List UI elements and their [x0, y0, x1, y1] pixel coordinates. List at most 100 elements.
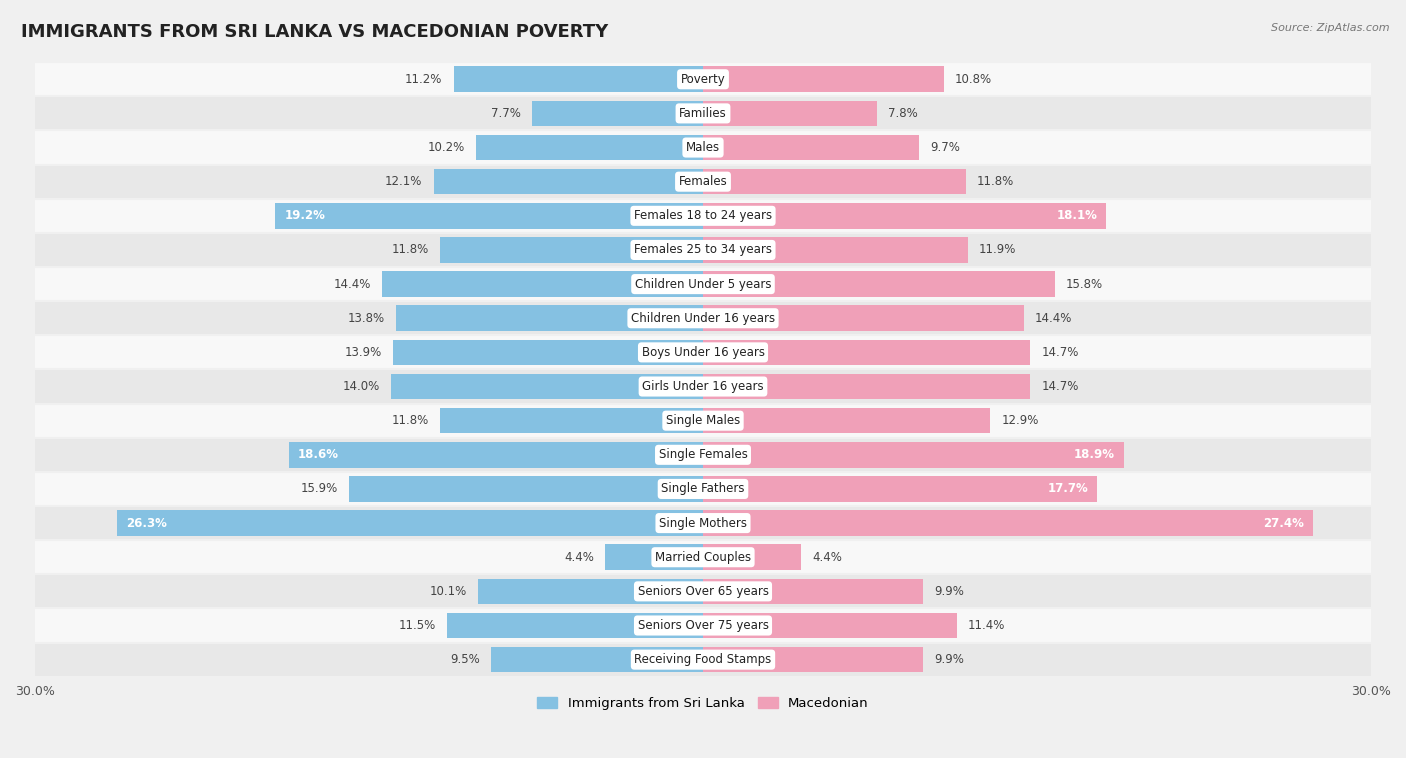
Bar — [531, 101, 703, 126]
Bar — [35, 472, 1371, 506]
Text: 4.4%: 4.4% — [813, 551, 842, 564]
Text: 12.1%: 12.1% — [385, 175, 422, 188]
Bar — [703, 203, 1107, 229]
Bar — [35, 164, 1371, 199]
Bar — [478, 578, 703, 604]
Text: 11.5%: 11.5% — [398, 619, 436, 632]
Bar — [703, 476, 1097, 502]
Bar — [35, 335, 1371, 369]
Text: 14.0%: 14.0% — [343, 380, 380, 393]
Text: Seniors Over 65 years: Seniors Over 65 years — [637, 585, 769, 598]
Bar — [349, 476, 703, 502]
Text: 11.8%: 11.8% — [392, 243, 429, 256]
Bar — [703, 340, 1031, 365]
Text: 9.5%: 9.5% — [450, 653, 481, 666]
Text: 9.9%: 9.9% — [935, 653, 965, 666]
Bar — [447, 612, 703, 638]
Bar — [35, 301, 1371, 335]
Text: 10.1%: 10.1% — [430, 585, 467, 598]
Text: 15.9%: 15.9% — [301, 482, 337, 496]
Text: 14.4%: 14.4% — [1035, 312, 1073, 324]
Bar — [475, 135, 703, 161]
Text: 18.9%: 18.9% — [1074, 448, 1115, 462]
Bar — [703, 647, 924, 672]
Text: Single Females: Single Females — [658, 448, 748, 462]
Bar — [703, 135, 920, 161]
Bar — [454, 67, 703, 92]
Text: IMMIGRANTS FROM SRI LANKA VS MACEDONIAN POVERTY: IMMIGRANTS FROM SRI LANKA VS MACEDONIAN … — [21, 23, 609, 41]
Text: 11.8%: 11.8% — [977, 175, 1014, 188]
Text: Single Mothers: Single Mothers — [659, 517, 747, 530]
Text: 11.8%: 11.8% — [392, 414, 429, 428]
Text: 7.8%: 7.8% — [887, 107, 918, 120]
Text: 10.8%: 10.8% — [955, 73, 991, 86]
Bar — [703, 67, 943, 92]
Bar — [391, 374, 703, 399]
Legend: Immigrants from Sri Lanka, Macedonian: Immigrants from Sri Lanka, Macedonian — [531, 691, 875, 715]
Text: Single Males: Single Males — [666, 414, 740, 428]
Bar — [35, 130, 1371, 164]
Text: Females 18 to 24 years: Females 18 to 24 years — [634, 209, 772, 222]
Text: Females 25 to 34 years: Females 25 to 34 years — [634, 243, 772, 256]
Bar — [703, 408, 990, 434]
Text: Poverty: Poverty — [681, 73, 725, 86]
Text: Receiving Food Stamps: Receiving Food Stamps — [634, 653, 772, 666]
Bar — [440, 237, 703, 263]
Bar — [35, 609, 1371, 643]
Bar — [35, 643, 1371, 677]
Text: 7.7%: 7.7% — [491, 107, 520, 120]
Bar — [703, 374, 1031, 399]
Text: 27.4%: 27.4% — [1264, 517, 1305, 530]
Text: 13.9%: 13.9% — [344, 346, 382, 359]
Bar — [440, 408, 703, 434]
Text: 9.7%: 9.7% — [931, 141, 960, 154]
Text: 14.7%: 14.7% — [1042, 380, 1078, 393]
Bar — [35, 199, 1371, 233]
Text: 19.2%: 19.2% — [284, 209, 325, 222]
Bar — [35, 62, 1371, 96]
Bar — [35, 540, 1371, 575]
Text: 18.1%: 18.1% — [1056, 209, 1097, 222]
Bar — [35, 369, 1371, 403]
Bar — [703, 271, 1054, 297]
Bar — [703, 612, 957, 638]
Text: Married Couples: Married Couples — [655, 551, 751, 564]
Text: 17.7%: 17.7% — [1047, 482, 1088, 496]
Bar — [703, 237, 967, 263]
Bar — [288, 442, 703, 468]
Text: Seniors Over 75 years: Seniors Over 75 years — [637, 619, 769, 632]
Text: 14.7%: 14.7% — [1042, 346, 1078, 359]
Text: 9.9%: 9.9% — [935, 585, 965, 598]
Text: 11.2%: 11.2% — [405, 73, 443, 86]
Bar — [433, 169, 703, 195]
Bar — [35, 403, 1371, 437]
Text: 13.8%: 13.8% — [347, 312, 385, 324]
Bar — [382, 271, 703, 297]
Bar — [703, 510, 1313, 536]
Bar — [35, 96, 1371, 130]
Bar — [703, 305, 1024, 331]
Text: Source: ZipAtlas.com: Source: ZipAtlas.com — [1271, 23, 1389, 33]
Text: Children Under 5 years: Children Under 5 years — [634, 277, 772, 290]
Text: 15.8%: 15.8% — [1066, 277, 1104, 290]
Bar — [117, 510, 703, 536]
Bar — [605, 544, 703, 570]
Text: Females: Females — [679, 175, 727, 188]
Text: Males: Males — [686, 141, 720, 154]
Bar — [35, 506, 1371, 540]
Text: Families: Families — [679, 107, 727, 120]
Text: 18.6%: 18.6% — [298, 448, 339, 462]
Bar — [276, 203, 703, 229]
Text: 11.9%: 11.9% — [979, 243, 1017, 256]
Bar — [703, 169, 966, 195]
Text: 4.4%: 4.4% — [564, 551, 593, 564]
Text: Girls Under 16 years: Girls Under 16 years — [643, 380, 763, 393]
Text: 11.4%: 11.4% — [967, 619, 1005, 632]
Text: Boys Under 16 years: Boys Under 16 years — [641, 346, 765, 359]
Bar — [703, 101, 877, 126]
Text: 10.2%: 10.2% — [427, 141, 465, 154]
Bar — [35, 233, 1371, 267]
Text: 26.3%: 26.3% — [127, 517, 167, 530]
Text: Single Fathers: Single Fathers — [661, 482, 745, 496]
Text: 14.4%: 14.4% — [333, 277, 371, 290]
